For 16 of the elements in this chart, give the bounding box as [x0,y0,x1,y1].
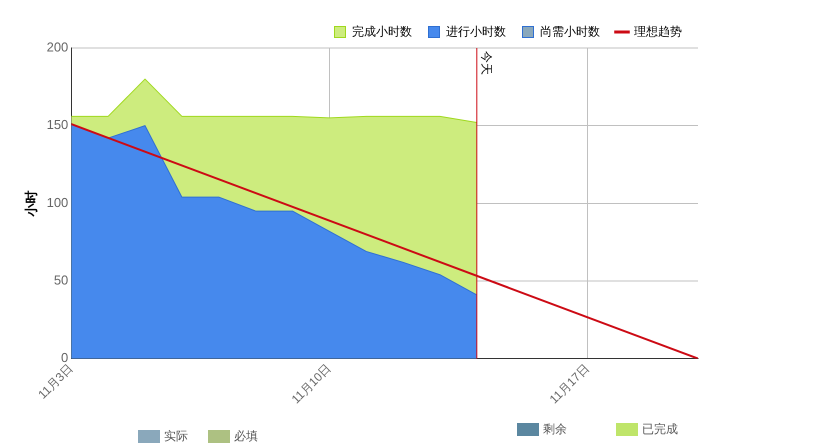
legend-label: 完成小时数 [352,24,412,38]
ref-line-label: 今天 [480,51,494,75]
x-tick-label: 11月17日 [546,361,592,406]
x-tick-label: 11月10日 [288,361,334,406]
y-tick-label: 200 [46,40,68,55]
text: 已完成 [642,421,678,438]
text: 剩余 [543,421,567,438]
y-tick-label: 100 [46,194,68,210]
text: 必填 [234,428,258,445]
legend-label: 进行小时数 [446,24,506,38]
text: 实际 [164,428,188,445]
legend-label: 理想趋势 [634,24,682,38]
y-axis-title: 小时 [23,190,38,218]
y-tick-label: 150 [46,117,68,132]
legend-label: 尚需小时数 [540,24,600,38]
y-tick-label: 50 [54,272,68,288]
